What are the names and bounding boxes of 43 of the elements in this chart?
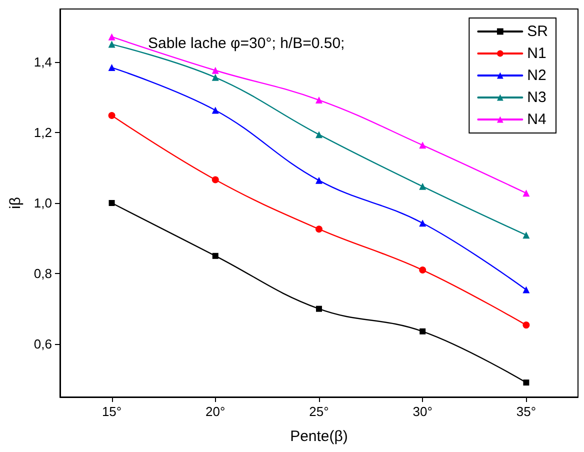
point <box>522 190 530 197</box>
point <box>108 200 115 206</box>
legend-label: N3 <box>527 89 546 106</box>
point <box>419 182 426 190</box>
point <box>315 131 322 138</box>
x-tick-label: 35° <box>516 404 536 419</box>
point <box>315 96 322 104</box>
point <box>212 106 219 114</box>
y-tick-label: 1,2 <box>34 124 52 140</box>
point <box>420 328 426 334</box>
point <box>522 286 530 294</box>
point <box>315 176 322 184</box>
legend-label: N1 <box>527 45 546 62</box>
point <box>419 220 426 227</box>
point <box>315 226 322 233</box>
point <box>108 112 116 120</box>
point <box>212 252 218 259</box>
point <box>108 64 116 72</box>
x-tick-label: 25° <box>309 404 329 419</box>
y-tick-label: 1,0 <box>34 196 52 210</box>
point <box>212 66 219 74</box>
legend-label: N4 <box>527 111 546 128</box>
annotation: Sable lache φ=30°; h/B=0.50; <box>148 35 345 52</box>
x-tick-label: 30° <box>412 404 432 419</box>
y-axis-title: iβ <box>7 196 24 209</box>
y-tick-label: 0,6 <box>34 336 52 352</box>
point <box>108 40 116 48</box>
point <box>522 232 530 239</box>
point <box>212 74 219 81</box>
y-tick-label: 0,8 <box>34 266 52 282</box>
x-axis-title: Pente(β) <box>290 428 348 445</box>
legend-label: SR <box>527 23 548 40</box>
x-tick-label: 15° <box>102 404 122 419</box>
point <box>523 380 530 386</box>
point <box>212 176 219 184</box>
point <box>419 266 426 274</box>
point <box>316 306 322 312</box>
x-tick-label: 20° <box>206 404 226 419</box>
point <box>419 142 426 149</box>
point <box>522 322 530 329</box>
point <box>108 33 116 40</box>
legend-label: N2 <box>527 67 546 84</box>
y-tick-label: 1,4 <box>34 54 52 70</box>
